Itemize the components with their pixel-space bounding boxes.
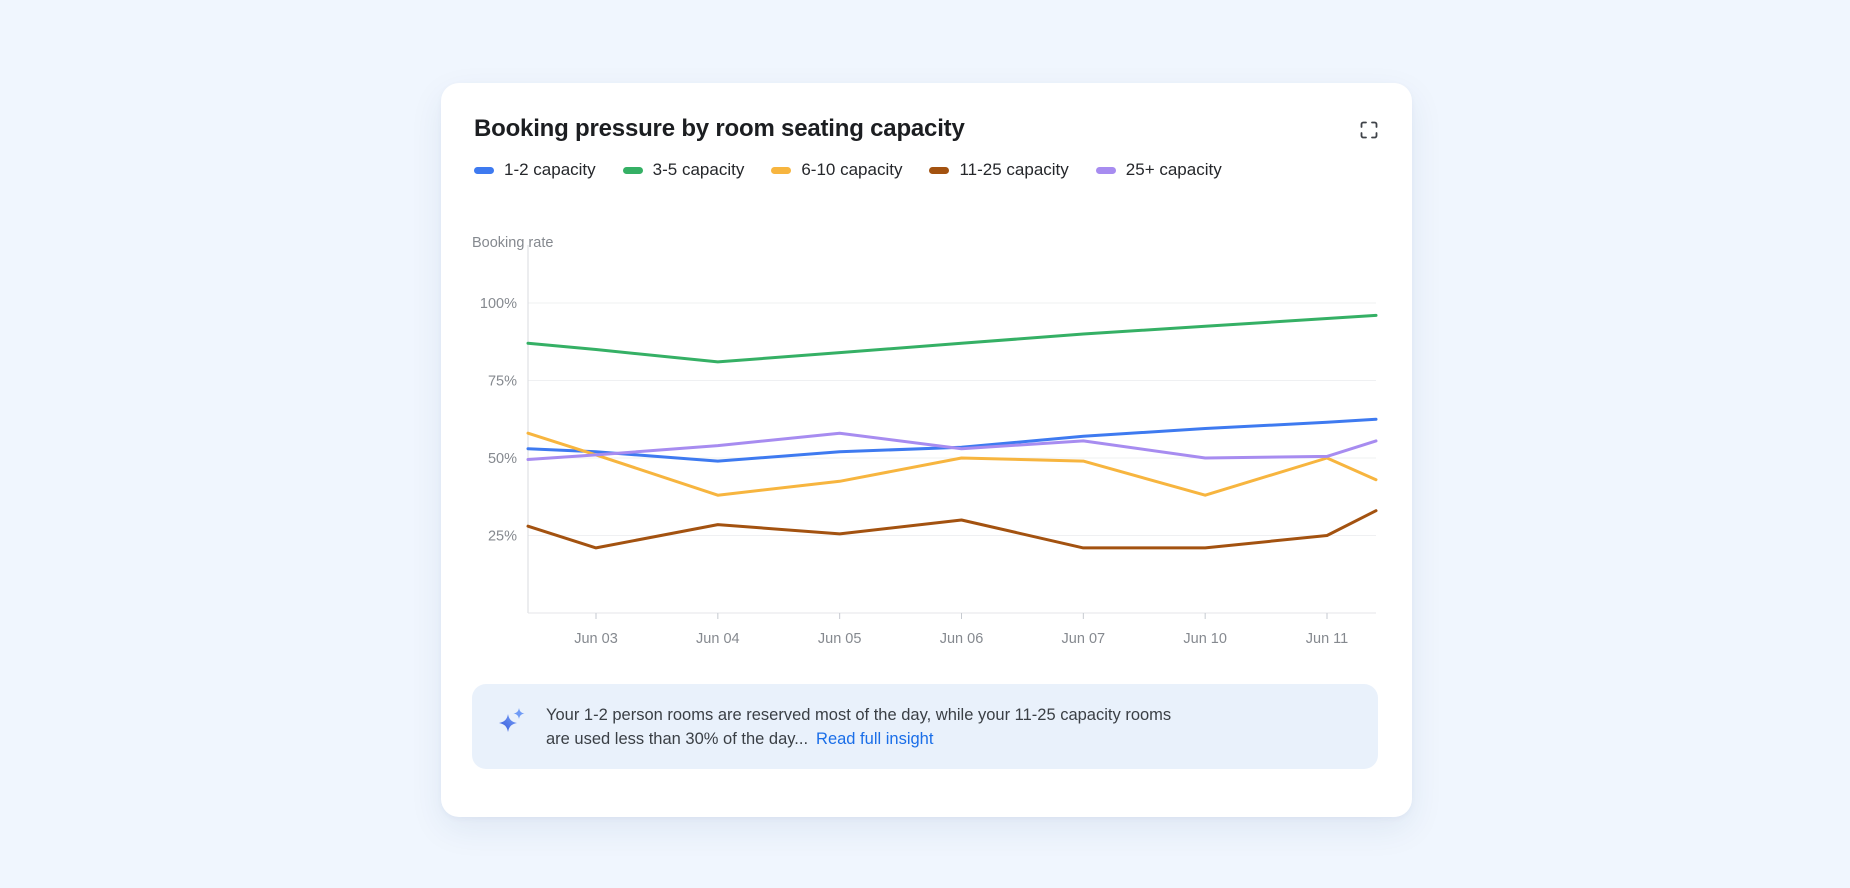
legend-swatch-icon [1095, 166, 1116, 174]
legend-swatch-icon [622, 166, 643, 174]
series-line-1-2-capacity [526, 417, 1378, 463]
y-axis-tick-label: 50% [488, 451, 517, 467]
page-title: Booking pressure by room seating capacit… [474, 115, 965, 142]
x-axis-tick-label: Jun 03 [574, 631, 618, 647]
x-axis-tick-label: Jun 10 [1183, 631, 1227, 647]
read-full-insight-link[interactable]: Read full insight [816, 729, 934, 748]
legend-swatch-icon [474, 166, 494, 174]
legend-swatch-icon [771, 166, 792, 174]
legend-swatch-icon [929, 166, 950, 174]
legend-label: 11-25 capacity [959, 160, 1069, 179]
legend-item-6-10-capacity[interactable]: 6-10 capacity [771, 159, 902, 181]
booking-pressure-card: Booking pressure by room seating capacit… [441, 83, 1412, 817]
card-header: Booking pressure by room seating capacit… [474, 113, 1382, 145]
fullscreen-expand-button[interactable] [1356, 117, 1382, 143]
x-axis-tick-label: Jun 04 [696, 631, 740, 647]
x-axis-tick-label: Jun 05 [818, 631, 862, 647]
series-line-11-25-capacity [526, 509, 1378, 550]
x-axis-tick-label: Jun 06 [940, 631, 984, 647]
booking-chart-svg: 100% 75% 50% 25% Jun 03 Jun 04 Jun 05 Jun 06 Jun… [480, 245, 1378, 647]
insight-line-1: Your 1-2 person rooms are reserved most … [546, 705, 1172, 724]
x-axis-tick-label: Jun 11 [1306, 631, 1348, 647]
legend-item-1-2-capacity[interactable]: 1-2 capacity [474, 159, 596, 181]
chart-area[interactable]: 100% 75% 50% 25% Jun 03 Jun 04 Jun 05 Jun 06 Jun… [450, 230, 1390, 660]
legend-item-3-5-capacity[interactable]: 3-5 capacity [622, 159, 745, 181]
legend-label: 6-10 capacity [801, 160, 903, 179]
ai-sparkle-icon [494, 705, 530, 748]
chart-legend: 1-2 capacity 3-5 capacity 6-10 capacity … [474, 159, 1222, 181]
y-axis-title: Booking rate [472, 235, 554, 251]
legend-label: 25+ capacity [1125, 160, 1222, 179]
series-line-3-5-capacity [526, 313, 1378, 364]
y-axis-tick-label: 100% [480, 296, 517, 312]
insight-line-2: are used less than 30% of the day... Read… [546, 729, 934, 748]
insight-text: Your 1-2 person rooms are reserved most … [546, 703, 1171, 751]
fullscreen-expand-icon [1358, 121, 1380, 144]
series-line-25-capacity [526, 431, 1378, 461]
series-line-6-10-capacity [526, 431, 1378, 497]
legend-item-25plus-capacity[interactable]: 25+ capacity [1095, 159, 1222, 181]
y-axis-tick-label: 25% [488, 529, 517, 545]
ai-insight-banner: Your 1-2 person rooms are reserved most … [472, 684, 1378, 769]
legend-label: 1-2 capacity [504, 160, 596, 179]
legend-label: 3-5 capacity [652, 160, 745, 179]
legend-item-11-25-capacity[interactable]: 11-25 capacity [929, 159, 1069, 181]
y-axis-tick-label: 75% [488, 374, 517, 390]
x-axis-tick-label: Jun 07 [1062, 631, 1106, 647]
